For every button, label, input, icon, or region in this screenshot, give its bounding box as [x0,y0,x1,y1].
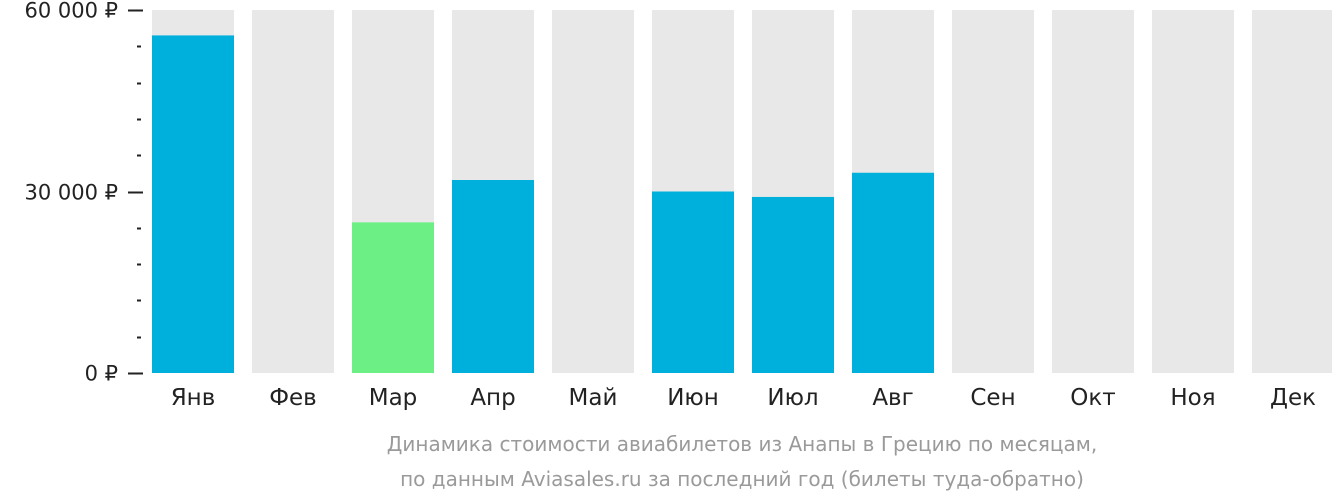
y-tick-label: 0 ₽ [85,362,118,386]
x-tick-label: Ноя [1170,385,1215,411]
bar-6 [652,191,734,373]
x-tick-label: Апр [470,385,515,411]
bar-background [552,10,634,373]
x-tick-label: Июл [767,385,818,411]
x-tick-label: Янв [171,385,216,411]
bar-1 [152,35,234,373]
chart-caption-line-2: по данным Aviasales.ru за последний год … [400,467,1084,491]
bar-background [252,10,334,373]
chart-caption-line-1: Динамика стоимости авиабилетов из Анапы … [386,432,1098,456]
bar-background [1052,10,1134,373]
bar-3 [352,222,434,373]
y-tick-label: 30 000 ₽ [24,181,118,205]
x-tick-label: Мар [369,385,418,411]
bar-background [1252,10,1332,373]
bar-8 [852,172,934,373]
chart-canvas: 0 ₽ 30 000 ₽ 60 000 ₽ Янв Фев Мар Апр Май Июн Июл… [24,0,1332,411]
bar-background [952,10,1034,373]
x-tick-label: Окт [1070,385,1115,411]
x-tick-label: Сен [970,385,1015,411]
y-tick-label: 60 000 ₽ [24,0,118,23]
x-tick-label: Дек [1270,385,1316,411]
x-tick-label: Фев [269,385,317,411]
bar-7 [752,196,834,373]
x-tick-label: Авг [872,385,913,411]
bar-4 [452,180,534,373]
bar-background [1152,10,1234,373]
x-tick-label: Июн [667,385,719,411]
x-tick-label: Май [569,385,618,411]
